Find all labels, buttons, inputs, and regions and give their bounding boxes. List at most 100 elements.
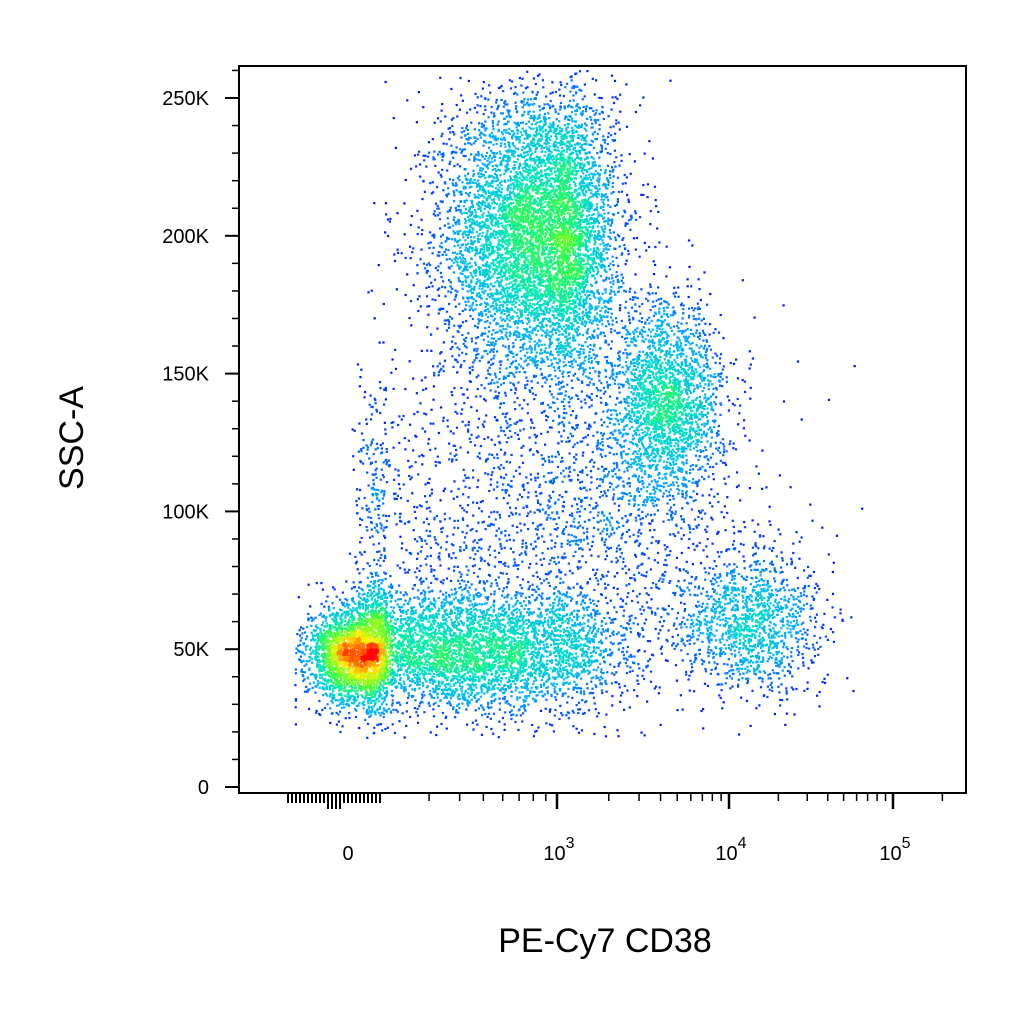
- event-dot: [594, 163, 597, 166]
- event-dot: [587, 222, 590, 225]
- event-dot: [530, 230, 533, 233]
- event-dot: [569, 115, 572, 118]
- event-dot: [541, 206, 544, 209]
- event-dot: [469, 315, 472, 318]
- event-dot: [519, 267, 522, 270]
- event-dot: [505, 283, 508, 286]
- event-dot: [475, 220, 478, 223]
- event-dot: [607, 222, 610, 225]
- event-dot: [549, 107, 552, 110]
- event-dot: [607, 135, 610, 138]
- event-dot: [486, 163, 489, 166]
- event-dot: [567, 228, 570, 231]
- event-dot: [525, 150, 528, 154]
- event-dot: [532, 273, 535, 276]
- event-dot: [547, 148, 551, 151]
- event-dot: [582, 369, 585, 372]
- event-dot: [489, 135, 492, 139]
- event-dot: [492, 128, 495, 131]
- event-dot: [614, 317, 618, 320]
- event-dot: [648, 140, 651, 143]
- event-dot: [603, 139, 607, 142]
- event-dot: [532, 127, 535, 130]
- event-dot: [468, 262, 471, 265]
- event-dot: [475, 303, 478, 306]
- event-dot: [556, 230, 559, 233]
- event-dot: [537, 275, 540, 278]
- event-dot: [505, 264, 508, 267]
- event-dot: [553, 161, 556, 164]
- event-dot: [527, 120, 530, 123]
- event-dot: [577, 274, 580, 277]
- event-dot: [580, 211, 584, 214]
- event-dot: [552, 123, 555, 126]
- event-dot: [570, 353, 573, 356]
- event-dot: [523, 151, 526, 154]
- event-dot: [509, 87, 513, 90]
- event-dot: [556, 212, 559, 215]
- event-dot: [473, 348, 476, 351]
- event-dot: [571, 410, 574, 413]
- event-dot: [620, 285, 623, 289]
- event-dot: [544, 184, 547, 187]
- event-dot: [538, 158, 541, 161]
- event-dot: [464, 536, 467, 539]
- event-dot: [560, 198, 563, 201]
- event-dot: [590, 356, 593, 359]
- event-dot: [464, 239, 467, 242]
- event-dot: [585, 204, 588, 207]
- event-dot: [532, 110, 535, 113]
- event-dot: [479, 282, 482, 285]
- event-dot: [514, 274, 517, 277]
- event-dot: [585, 270, 588, 273]
- event-dot: [576, 212, 579, 215]
- event-dot: [485, 268, 488, 271]
- event-dot: [527, 221, 530, 224]
- event-dot: [577, 291, 580, 294]
- event-dot: [396, 212, 399, 215]
- event-dot: [513, 334, 516, 337]
- event-dot: [514, 135, 517, 138]
- event-dot: [465, 199, 468, 202]
- event-dot: [503, 155, 507, 158]
- event-dot: [546, 261, 549, 264]
- event-dot: [427, 262, 430, 265]
- event-dot: [499, 367, 502, 370]
- event-dot: [572, 94, 575, 97]
- event-dot: [514, 86, 517, 89]
- event-dot: [526, 245, 529, 248]
- event-dot: [558, 241, 561, 244]
- event-dot: [490, 304, 493, 307]
- event-dot: [409, 245, 412, 248]
- event-dot: [491, 294, 494, 297]
- event-dot: [610, 286, 613, 289]
- event-dot: [487, 325, 490, 329]
- event-dot: [522, 169, 525, 172]
- event-dot: [511, 289, 514, 292]
- event-dot: [559, 313, 562, 316]
- event-dot: [562, 253, 565, 256]
- event-dot: [518, 363, 521, 366]
- event-dot: [508, 237, 511, 240]
- event-dot: [475, 395, 478, 398]
- event-dot: [601, 228, 604, 231]
- event-dot: [536, 200, 539, 203]
- event-dot: [584, 293, 587, 296]
- event-dot: [578, 227, 581, 230]
- event-dot: [599, 296, 602, 299]
- event-dot: [509, 325, 512, 328]
- event-dot: [492, 341, 495, 344]
- event-dot: [523, 337, 526, 340]
- event-dot: [581, 166, 584, 170]
- event-dot: [493, 114, 496, 117]
- event-dot: [423, 159, 426, 162]
- event-dot: [478, 320, 481, 323]
- event-dot: [537, 115, 540, 118]
- event-dot: [517, 248, 520, 251]
- event-dot: [523, 342, 526, 345]
- event-dot: [521, 77, 524, 80]
- event-dot: [516, 121, 519, 125]
- event-dot: [483, 283, 487, 286]
- event-dot: [535, 93, 538, 96]
- event-dot: [477, 154, 480, 157]
